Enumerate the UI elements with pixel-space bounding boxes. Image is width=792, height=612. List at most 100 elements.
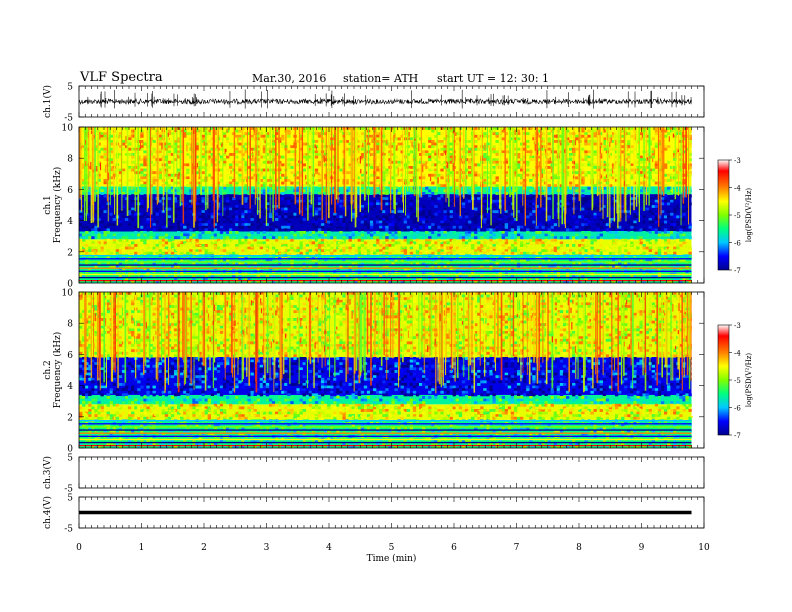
psd-cell bbox=[520, 173, 524, 177]
psd-cell bbox=[621, 184, 625, 188]
psd-cell bbox=[449, 134, 453, 138]
psd-cell bbox=[167, 236, 172, 240]
psd-cell bbox=[565, 142, 570, 146]
psd-cell bbox=[474, 134, 478, 138]
psd-cell bbox=[443, 241, 447, 245]
psd-cell bbox=[544, 236, 548, 240]
psd-cell bbox=[443, 246, 447, 250]
psd-cell bbox=[556, 218, 561, 221]
psd-cell bbox=[317, 207, 322, 211]
psd-cell bbox=[633, 212, 637, 216]
psd-cell bbox=[146, 244, 150, 247]
psd-cell bbox=[529, 220, 533, 224]
psd-cell bbox=[532, 220, 536, 224]
psd-cell bbox=[222, 158, 227, 162]
psd-cell bbox=[121, 160, 126, 164]
psd-cell bbox=[572, 238, 576, 242]
psd-cell bbox=[526, 153, 530, 156]
psd-cell bbox=[483, 220, 487, 224]
psd-cell bbox=[529, 166, 533, 169]
psd-cell bbox=[189, 192, 193, 195]
psd-cell bbox=[229, 197, 233, 201]
psd-cell bbox=[109, 176, 113, 180]
psd-cell bbox=[201, 179, 205, 182]
psd-cell bbox=[336, 225, 340, 229]
psd-cell bbox=[342, 223, 346, 227]
psd-cell bbox=[569, 132, 573, 136]
psd-cell bbox=[412, 236, 417, 240]
psd-cell bbox=[137, 259, 141, 263]
psd-cell bbox=[602, 251, 607, 255]
psd-cell bbox=[452, 241, 456, 245]
psd-cell bbox=[262, 145, 267, 149]
psd-cell bbox=[587, 212, 591, 216]
psd-cell bbox=[471, 259, 475, 263]
psd-cell bbox=[79, 184, 83, 188]
psd-cell bbox=[547, 215, 551, 219]
psd-cell bbox=[207, 140, 211, 143]
psd-cell bbox=[94, 140, 98, 143]
psd-cell bbox=[596, 236, 600, 240]
psd-cell bbox=[400, 142, 404, 146]
psd-cell bbox=[226, 176, 230, 180]
psd-cell bbox=[100, 147, 104, 151]
psd-cell bbox=[670, 197, 674, 201]
psd-cell bbox=[360, 244, 365, 247]
psd-cell bbox=[131, 186, 135, 190]
psd-cell bbox=[602, 244, 607, 247]
psd-cell bbox=[492, 132, 496, 136]
psd-cell bbox=[679, 249, 683, 253]
psd-cell bbox=[210, 236, 215, 240]
psd-cell bbox=[369, 207, 374, 211]
psd-cell bbox=[360, 181, 365, 185]
psd-cell bbox=[256, 145, 260, 149]
psd-cell bbox=[630, 202, 634, 206]
psd-cell bbox=[520, 236, 524, 240]
psd-cell bbox=[281, 225, 285, 229]
psd-cell bbox=[112, 259, 117, 263]
psd-cell bbox=[345, 210, 349, 214]
psd-cell bbox=[618, 231, 622, 234]
psd-cell bbox=[477, 147, 481, 151]
psd-cell bbox=[112, 238, 117, 242]
psd-cell bbox=[97, 137, 101, 141]
psd-cell bbox=[339, 220, 343, 224]
psd-cell bbox=[513, 241, 518, 245]
psd-cell bbox=[186, 236, 190, 240]
psd-cell bbox=[360, 140, 365, 143]
psd-cell bbox=[278, 236, 282, 240]
psd-cell bbox=[173, 194, 178, 198]
psd-cell bbox=[394, 223, 398, 227]
psd-cell bbox=[262, 236, 267, 240]
psd-cell bbox=[544, 233, 548, 237]
psd-cell bbox=[97, 215, 101, 219]
psd-cell bbox=[100, 189, 104, 193]
psd-cell bbox=[360, 231, 365, 234]
psd-cell bbox=[186, 251, 190, 255]
psd-cell bbox=[477, 228, 481, 232]
psd-cell bbox=[97, 244, 101, 247]
psd-cell bbox=[299, 199, 303, 203]
psd-cell bbox=[639, 218, 643, 221]
psd-cell bbox=[247, 225, 251, 229]
psd-cell bbox=[394, 127, 398, 130]
psd-cell bbox=[195, 155, 199, 159]
psd-cell bbox=[608, 168, 613, 172]
psd-cell bbox=[167, 225, 172, 229]
psd-cell bbox=[287, 205, 291, 208]
psd-cell bbox=[189, 184, 193, 188]
psd-cell bbox=[516, 202, 521, 206]
psd-cell bbox=[587, 231, 591, 234]
psd-cell bbox=[437, 218, 441, 221]
psd-cell bbox=[630, 231, 634, 234]
psd-cell bbox=[259, 179, 264, 182]
psd-cell bbox=[287, 163, 291, 167]
psd-cell bbox=[657, 142, 662, 146]
psd-cell bbox=[158, 199, 162, 203]
psd-cell bbox=[259, 163, 264, 167]
psd-cell bbox=[177, 137, 181, 141]
psd-cell bbox=[137, 233, 141, 237]
psd-cell bbox=[140, 246, 144, 250]
psd-cell bbox=[100, 155, 104, 159]
psd-cell bbox=[324, 132, 328, 136]
